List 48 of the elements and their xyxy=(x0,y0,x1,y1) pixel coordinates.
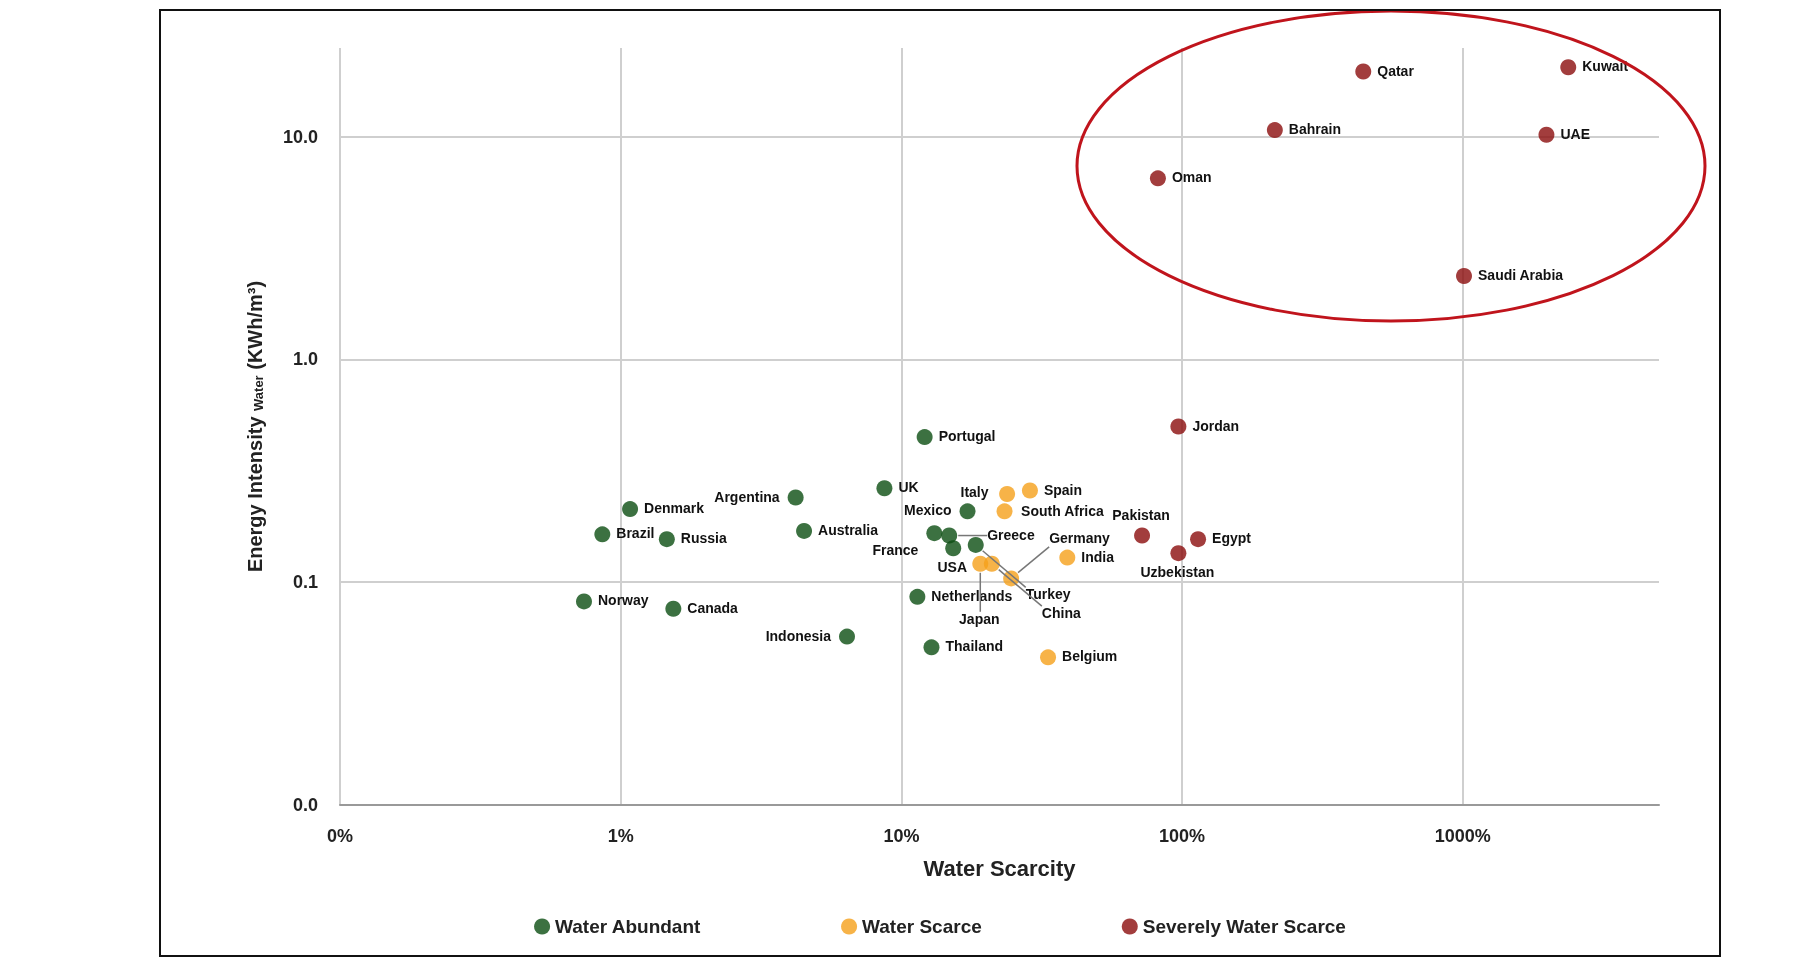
annotation: Indonesia xyxy=(765,627,832,644)
annotation: Kuwait xyxy=(1582,58,1629,75)
annotation: Bahrain xyxy=(1288,121,1341,138)
annotation: India xyxy=(1081,548,1115,565)
annotation: UK xyxy=(898,479,919,496)
annotation: Denmark xyxy=(644,500,705,517)
x-axis-title: Water Scarcity xyxy=(923,855,1077,881)
annotation: Qatar xyxy=(1377,62,1415,79)
annotation: Turkey xyxy=(1025,586,1071,603)
y-tick-label: 10.0 xyxy=(282,126,318,147)
annotation: USA xyxy=(937,559,968,576)
legend-label: Water Scarce xyxy=(862,916,982,937)
annotation: Greece xyxy=(987,526,1035,543)
y-tick-label: 1.0 xyxy=(292,349,318,370)
annotation: France xyxy=(872,542,919,559)
annotation: Oman xyxy=(1171,169,1212,186)
annotation: Spain xyxy=(1043,481,1083,498)
y-tick-label: 0.1 xyxy=(292,572,318,593)
x-tick-label: 1% xyxy=(607,826,634,846)
annotation: China xyxy=(1041,605,1081,622)
legend-label: Severely Water Scarce xyxy=(1142,916,1346,937)
x-tick-label: 10% xyxy=(883,826,920,846)
annotation: Thailand xyxy=(945,638,1004,655)
y-tick-label: 0.0 xyxy=(292,795,318,815)
x-tick-label: 100% xyxy=(1159,826,1206,846)
annotation: South Africa xyxy=(1021,502,1105,519)
y-axis-title: Energy Intensity Water (KWh/m³) xyxy=(243,280,266,573)
annotation: Australia xyxy=(818,521,879,538)
annotation: Belgium xyxy=(1062,648,1118,665)
x-tick-label: 0% xyxy=(326,826,354,846)
annotation: Norway xyxy=(597,592,649,609)
annotation: Japan xyxy=(959,610,1000,627)
annotation: Mexico xyxy=(904,502,952,519)
annotation: Pakistan xyxy=(1112,506,1170,523)
annotation: Egypt xyxy=(1212,530,1252,547)
annotation: Uzbekistan xyxy=(1140,564,1215,581)
annotation: Argentina xyxy=(714,488,780,505)
annotation: Portugal xyxy=(938,428,996,445)
annotation: UAE xyxy=(1560,125,1590,142)
legend-label: Water Abundant xyxy=(555,916,702,937)
annotation: Russia xyxy=(680,530,727,547)
x-tick-label: 1000% xyxy=(1434,826,1491,846)
annotation: Saudi Arabia xyxy=(1478,266,1564,283)
annotation: Italy xyxy=(960,484,989,501)
annotation: Canada xyxy=(687,599,739,616)
annotation: Jordan xyxy=(1192,417,1240,434)
annotation: Brazil xyxy=(616,525,655,542)
annotation: Germany xyxy=(1049,529,1111,546)
